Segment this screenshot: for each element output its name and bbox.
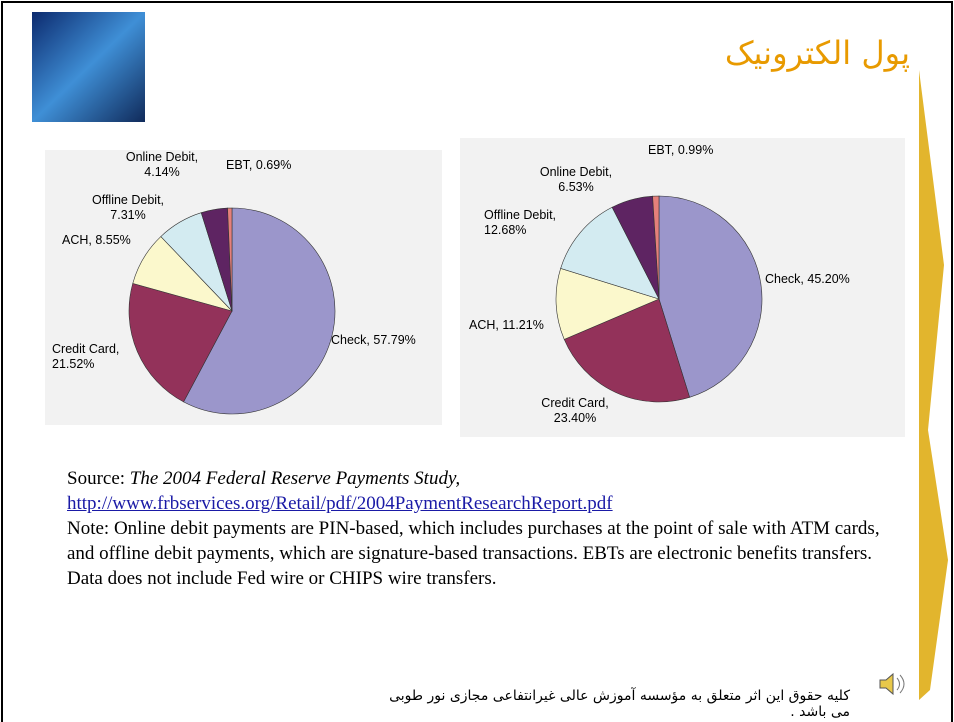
pie-slice [128, 283, 233, 403]
source-title: The 2004 Federal Reserve Payments Study, [129, 468, 461, 489]
slice-label: ACH, 8.55% [62, 233, 131, 247]
footer: کلیه حقوق این اثر متعلق به مؤسسه آموزش ع… [389, 688, 850, 720]
text-block: Source: The 2004 Federal Reserve Payment… [67, 466, 897, 591]
pie-slice [563, 298, 690, 403]
slice-label: Online Debit, 4.14% [125, 150, 199, 179]
pie-slice [183, 207, 336, 415]
note: Note: Online debit payments are PIN-base… [67, 518, 880, 589]
decoration [919, 70, 948, 700]
slice-label: Offline Debit, 7.31% [91, 193, 165, 222]
pie-slice [555, 268, 660, 340]
source-link[interactable]: http://www.frbservices.org/Retail/pdf/20… [67, 493, 613, 514]
slice-label: Offline Debit, 12.68% [484, 208, 557, 237]
slice-label: Credit Card, 23.40% [541, 396, 609, 425]
slice-label: Credit Card, 21.52% [52, 342, 120, 371]
header-image [32, 12, 145, 122]
slice-label: Check, 45.20% [765, 272, 850, 286]
source: Source: The 2004 Federal Reserve Payment… [67, 466, 897, 491]
slice-label: ACH, 11.21% [469, 318, 544, 332]
slice-label: Check, 57.79% [331, 333, 416, 347]
pie-slice [227, 207, 233, 312]
speaker-icon [879, 672, 905, 696]
slice-label: EBT, 0.99% [648, 143, 714, 157]
pie-slice [652, 195, 660, 300]
slice-label: EBT, 0.69% [226, 158, 292, 172]
source-label: Source: [67, 468, 126, 489]
slide-title: پول الکترونیک [724, 34, 910, 72]
pie-slice [658, 195, 763, 398]
slice-label: Online Debit, 6.53% [539, 165, 613, 194]
pie-slice [560, 206, 660, 300]
